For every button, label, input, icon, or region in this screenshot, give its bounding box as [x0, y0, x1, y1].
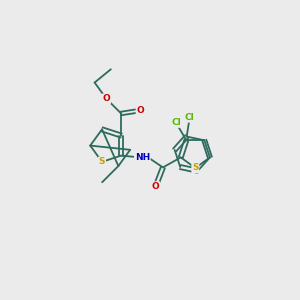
- Text: Cl: Cl: [171, 118, 181, 127]
- Text: S: S: [192, 164, 199, 172]
- Text: O: O: [103, 94, 110, 103]
- Text: O: O: [136, 106, 144, 115]
- Text: Cl: Cl: [185, 113, 194, 122]
- Text: S: S: [99, 157, 105, 166]
- Text: O: O: [152, 182, 159, 191]
- Text: NH: NH: [135, 153, 150, 162]
